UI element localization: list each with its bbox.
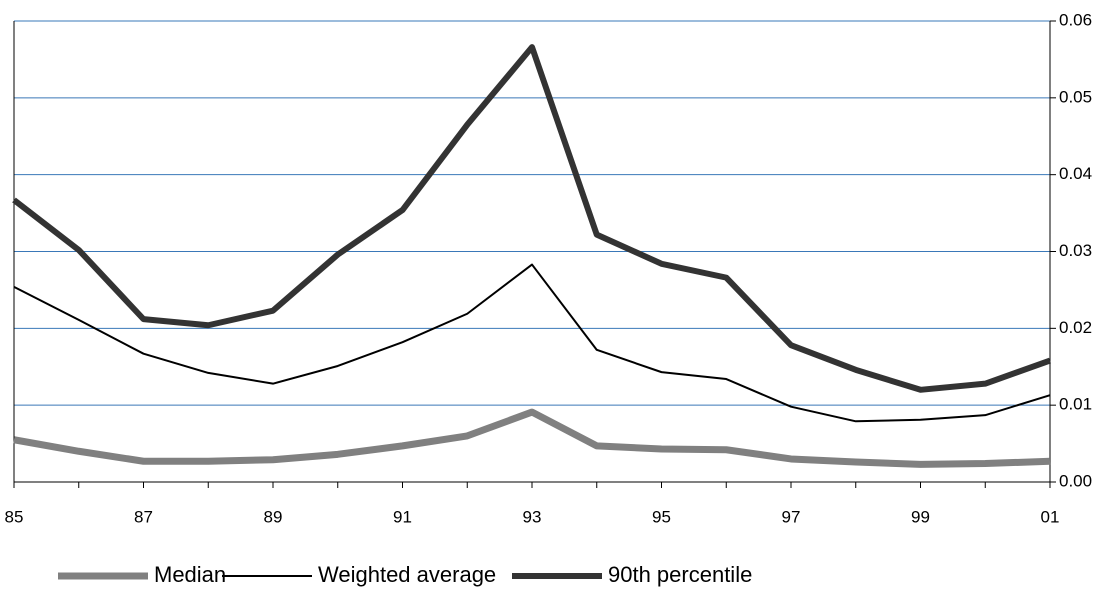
x-tick-label: 85 <box>5 507 24 526</box>
series-line <box>12 44 1052 393</box>
x-tick-label: 87 <box>134 507 153 526</box>
x-tick-label: 95 <box>652 507 671 526</box>
y-tick-label: 0.02 <box>1059 318 1092 337</box>
x-tick-label: 01 <box>1041 507 1060 526</box>
y-tick-label: 0.01 <box>1059 395 1092 414</box>
y-tick-label: 0.06 <box>1059 10 1092 29</box>
legend-label: Weighted average <box>318 562 496 587</box>
x-tick-label: 93 <box>523 507 542 526</box>
x-tick-label: 91 <box>393 507 412 526</box>
series-line <box>13 263 1051 423</box>
y-tick-label: 0.04 <box>1059 164 1092 183</box>
legend-label: 90th percentile <box>608 562 752 587</box>
x-tick-label: 97 <box>782 507 801 526</box>
x-tick-label: 89 <box>264 507 283 526</box>
y-tick-label: 0.05 <box>1059 87 1092 106</box>
y-tick-label: 0.03 <box>1059 241 1092 260</box>
y-tick-label: 0.00 <box>1059 471 1092 490</box>
x-tick-label: 99 <box>911 507 930 526</box>
series-line <box>13 408 1051 468</box>
legend-label: Median <box>154 562 226 587</box>
